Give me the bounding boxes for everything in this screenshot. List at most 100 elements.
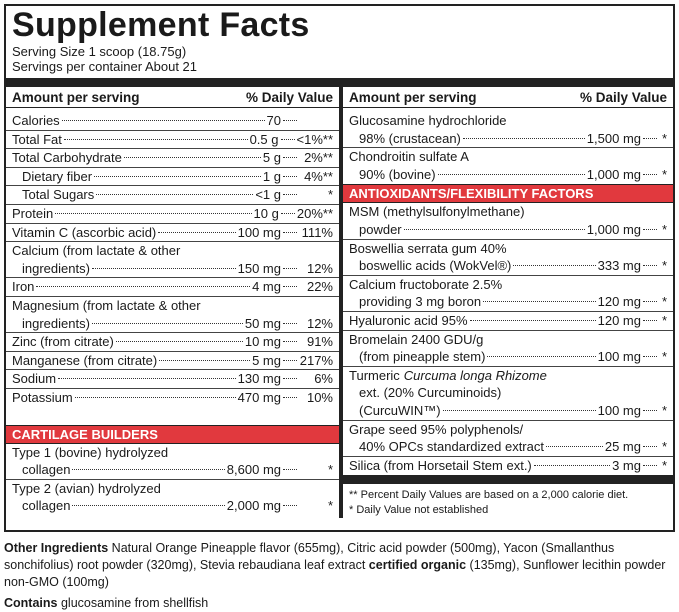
name-line: Chondroitin sulfate A (349, 148, 667, 166)
amount: 1,000 mg (586, 166, 641, 182)
item-name: Hyaluronic acid 95% (349, 312, 468, 328)
amount: 2,000 mg (226, 498, 281, 514)
name-line: ext. (20% Curcuminoids) (349, 384, 667, 402)
item-name: Zinc (from citrate) (12, 334, 114, 350)
heading: % Daily Value (579, 90, 667, 105)
nutrient-row: Iron 4 mg 22% (6, 277, 339, 296)
name-line: Hyaluronic acid 95% 120 mg * (349, 312, 667, 330)
item-name: ingredients) (22, 260, 90, 276)
amount: 8,600 mg (226, 462, 281, 478)
leader (91, 322, 243, 324)
name-line: 40% OPCs standardized extract 25 mg * (349, 438, 667, 456)
section-title: CARTILAGE BUILDERS (6, 424, 339, 444)
leader (36, 286, 251, 288)
daily-value: * (661, 221, 667, 237)
daily-value: * (661, 349, 667, 365)
name-line: Grape seed 95% polyphenols/ (349, 421, 667, 439)
leader (280, 212, 295, 214)
daily-value: 6% (314, 371, 333, 387)
daily-value: * (661, 294, 667, 310)
daily-value: * (661, 312, 667, 328)
leader (63, 138, 248, 140)
item-name: Boswellia serrata gum 40% (349, 240, 507, 256)
amount: 4 mg (252, 279, 281, 295)
text: (135mg), Sunflower lecithin powder non-G… (4, 558, 666, 589)
leader (643, 137, 657, 139)
text: Natural Orange Pineapple flavor (655mg),… (4, 541, 615, 572)
nutrient-row: Total Carbohydrate 5 g 2%** (6, 148, 339, 167)
leader (283, 157, 297, 159)
leader (462, 137, 585, 139)
daily-value: 12% (306, 315, 333, 331)
item-name: Type 2 (avian) hydrolyzed (12, 480, 161, 496)
daily-value: * (661, 402, 667, 418)
daily-value: 20%** (296, 205, 333, 221)
amount: 25 mg (604, 439, 641, 455)
item-name: collagen (22, 462, 71, 478)
name-line: boswellic acids (WokVel®) 333 mg * (349, 257, 667, 275)
nutrient-row: MSM (methylsulfonylmethane) powder 1,000 m… (343, 203, 673, 238)
leader (283, 322, 297, 324)
columns: Amount per serving % Daily Value Calories 7… (6, 87, 673, 519)
amount: 1,000 mg (586, 221, 641, 237)
item-name: Silica (from Horsetail Stem ext.) (349, 457, 532, 473)
contains: Contains glucosamine from shellfish (4, 595, 208, 612)
daily-value: <1%** (296, 131, 334, 147)
leader (643, 265, 657, 267)
amount: 130 mg (237, 371, 281, 387)
item-name: 98% (crustacean) (359, 130, 461, 146)
item-name: Sodium (12, 371, 57, 387)
leader (283, 396, 297, 398)
amount: 1,500 mg (586, 130, 641, 146)
amount: 120 mg (597, 312, 641, 328)
column-header: Amount per serving % Daily Value (6, 87, 339, 108)
daily-value: * (661, 166, 667, 182)
leader (643, 464, 657, 466)
footnote: * Daily Value not established (349, 504, 489, 517)
name-line: Sodium 130 mg 6% (12, 370, 333, 388)
item-name: boswellic acids (WokVel®) (359, 258, 512, 274)
nutrient-row: Total Fat 0.5 g <1%** (6, 129, 339, 149)
amount: 100 mg (597, 402, 641, 418)
heading: Amount per serving (12, 90, 140, 105)
amount: 150 mg (237, 260, 281, 276)
name-line: Type 2 (avian) hydrolyzed (12, 480, 333, 498)
leader (96, 194, 254, 196)
item-name: Iron (12, 279, 35, 295)
nutrient-row: Protein 10 g 20%** (6, 203, 339, 223)
name-line: MSM (methylsulfonylmethane) (349, 203, 667, 221)
serving-size: Serving Size 1 scoop (18.75g) (12, 44, 187, 59)
item-name: Potassium (12, 389, 73, 405)
nutrient-row: Grape seed 95% polyphenols/40% OPCs stan… (343, 419, 673, 456)
name-line: Total Carbohydrate 5 g 2%** (12, 149, 333, 167)
name-line: Zinc (from citrate) 10 mg 91% (12, 333, 333, 351)
item-name: Total Fat (12, 131, 62, 147)
name-line: ingredients) 150 mg 12% (12, 260, 333, 278)
nutrient-row: Dietary fiber 1 g 4%** (6, 166, 339, 186)
nutrient-row: Type 1 (bovine) hydrolyzed collagen 8,600 … (6, 444, 339, 479)
name-line: (from pineapple stem) 100 mg * (349, 348, 667, 366)
daily-value: * (661, 457, 667, 473)
amount: 50 mg (244, 315, 281, 331)
daily-value: 217% (299, 352, 333, 368)
leader (61, 120, 265, 121)
item-name: Calcium fructoborate 2.5% (349, 276, 503, 292)
amount: 100 mg (597, 349, 641, 365)
name-line: ingredients) 50 mg 12% (12, 315, 333, 333)
item-name: (CurcuWIN™) (359, 402, 441, 418)
leader (545, 446, 603, 448)
rows: Glucosamine hydrochloride 98% (crustacean… (343, 112, 673, 183)
item-name-italic: Curcuma longa Rhizome (403, 367, 547, 383)
right-column: Amount per serving % Daily Value Glucosami… (339, 87, 673, 519)
nutrient-row: Calories 70 (6, 112, 339, 130)
rows: Type 1 (bovine) hydrolyzed collagen 8,600 … (6, 444, 339, 515)
amount: 0.5 g (249, 131, 279, 147)
nutrient-row: Chondroitin sulfate A 90% (bovine) 1,000 m… (343, 147, 673, 183)
amount: 100 mg (237, 224, 281, 240)
amount: <1 g (255, 187, 281, 203)
nutrient-row: Vitamin C (ascorbic acid) 100 mg 111% (6, 222, 339, 242)
name-line: collagen 8,600 mg * (12, 461, 333, 479)
daily-value: 4%** (304, 168, 333, 184)
name-line: Iron 4 mg 22% (12, 278, 333, 296)
